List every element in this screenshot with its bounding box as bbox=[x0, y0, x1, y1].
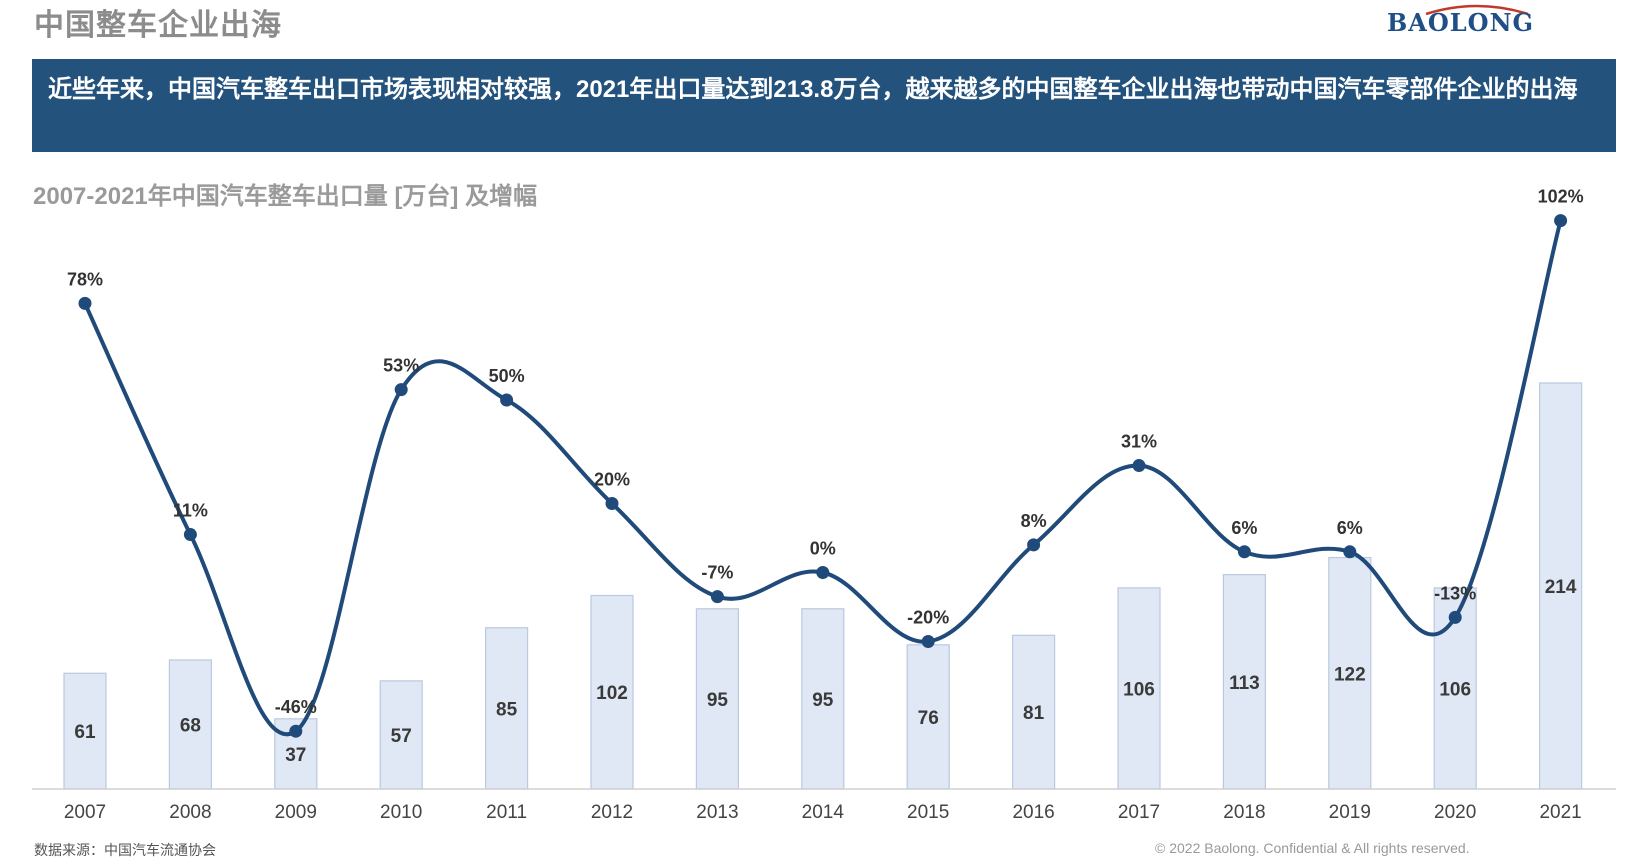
bar-2021 bbox=[1538, 382, 1583, 790]
growth-label: 31% bbox=[1121, 432, 1157, 452]
bar-2019 bbox=[1328, 556, 1372, 790]
bar-value-label: 214 bbox=[1545, 577, 1577, 598]
growth-label: 0% bbox=[810, 539, 836, 559]
bar-value-label: 85 bbox=[496, 699, 518, 720]
growth-point-2018 bbox=[1237, 545, 1251, 559]
copyright-note: © 2022 Baolong. Confidential & All right… bbox=[1155, 840, 1470, 856]
logo-arc-icon bbox=[1425, 4, 1529, 16]
growth-point-2011 bbox=[500, 393, 514, 407]
x-tick-label: 2012 bbox=[591, 802, 633, 823]
growth-label: 53% bbox=[383, 356, 419, 376]
growth-label: -13% bbox=[1434, 583, 1476, 603]
bar-value-label: 61 bbox=[74, 722, 96, 743]
x-tick-label: 2010 bbox=[380, 802, 422, 823]
bar-value-label: 102 bbox=[596, 683, 628, 704]
growth-label: 102% bbox=[1538, 187, 1584, 207]
bar-2016 bbox=[1011, 634, 1056, 790]
x-tick-label: 2021 bbox=[1539, 802, 1581, 823]
growth-point-2015 bbox=[921, 635, 935, 648]
growth-point-2010 bbox=[394, 383, 408, 397]
x-tick-label: 2011 bbox=[486, 802, 527, 823]
bar-value-label: 106 bbox=[1439, 679, 1471, 700]
page-title: 中国整车企业出海 bbox=[34, 9, 282, 42]
bar-value-label: 106 bbox=[1123, 679, 1155, 700]
x-tick-label: 2014 bbox=[802, 802, 845, 823]
bar-2018 bbox=[1222, 574, 1267, 790]
bar-value-label: 57 bbox=[391, 726, 412, 747]
growth-label: 6% bbox=[1231, 518, 1257, 538]
bar-value-label: 95 bbox=[812, 690, 834, 711]
company-logo: BAOLONG bbox=[1386, 8, 1534, 37]
summary-banner: 近些年来，中国汽车整车出口市场表现相对较强，2021年出口量达到213.8万台，… bbox=[32, 59, 1616, 152]
growth-label: -46% bbox=[275, 697, 317, 717]
chart-title: 2007-2021年中国汽车整车出口量 [万台] 及增幅 bbox=[33, 183, 538, 210]
growth-label: 20% bbox=[594, 470, 630, 490]
x-tick-label: 2007 bbox=[64, 802, 106, 823]
bar-2015 bbox=[906, 644, 950, 790]
bar-value-label: 95 bbox=[707, 690, 729, 711]
growth-point-2021 bbox=[1554, 214, 1568, 228]
growth-label: 11% bbox=[173, 501, 208, 521]
growth-point-2012 bbox=[605, 497, 619, 510]
bar-2013 bbox=[695, 608, 740, 790]
growth-label: -20% bbox=[907, 608, 949, 628]
growth-point-2007 bbox=[78, 296, 92, 310]
growth-point-2019 bbox=[1343, 545, 1357, 559]
x-tick-label: 2015 bbox=[907, 802, 949, 823]
growth-point-2016 bbox=[1027, 538, 1041, 552]
x-tick-label: 2020 bbox=[1434, 802, 1476, 823]
bar-2017 bbox=[1117, 587, 1161, 790]
bar-value-label: 122 bbox=[1334, 664, 1366, 685]
growth-point-2008 bbox=[183, 528, 197, 542]
bar-2010 bbox=[379, 680, 423, 790]
growth-point-2014 bbox=[816, 566, 830, 579]
bar-value-label: 81 bbox=[1023, 703, 1045, 724]
bar-value-label: 113 bbox=[1229, 673, 1260, 694]
x-tick-label: 2008 bbox=[169, 802, 211, 823]
x-tick-label: 2019 bbox=[1329, 802, 1371, 823]
growth-point-2017 bbox=[1132, 459, 1146, 473]
bar-value-label: 37 bbox=[285, 745, 306, 766]
bar-value-label: 68 bbox=[180, 715, 201, 736]
bar-2011 bbox=[485, 627, 529, 790]
growth-label: 8% bbox=[1021, 511, 1047, 531]
growth-rate-line bbox=[83, 220, 1563, 737]
bar-2012 bbox=[590, 594, 634, 790]
source-note: 数据来源：中国汽车流通协会 bbox=[34, 842, 216, 858]
x-tick-label: 2013 bbox=[696, 802, 738, 823]
x-tick-label: 2017 bbox=[1118, 802, 1160, 823]
growth-label: 78% bbox=[67, 269, 103, 289]
growth-label: 50% bbox=[489, 366, 525, 386]
growth-point-2013 bbox=[710, 590, 724, 604]
bar-value-label: 76 bbox=[918, 708, 939, 729]
x-tick-label: 2016 bbox=[1012, 802, 1054, 823]
x-tick-label: 2018 bbox=[1223, 802, 1265, 823]
growth-point-2020 bbox=[1448, 610, 1462, 624]
growth-point-2009 bbox=[289, 724, 303, 738]
growth-label: 6% bbox=[1337, 518, 1363, 538]
x-tick-label: 2009 bbox=[275, 802, 317, 823]
growth-label: -7% bbox=[701, 563, 733, 583]
